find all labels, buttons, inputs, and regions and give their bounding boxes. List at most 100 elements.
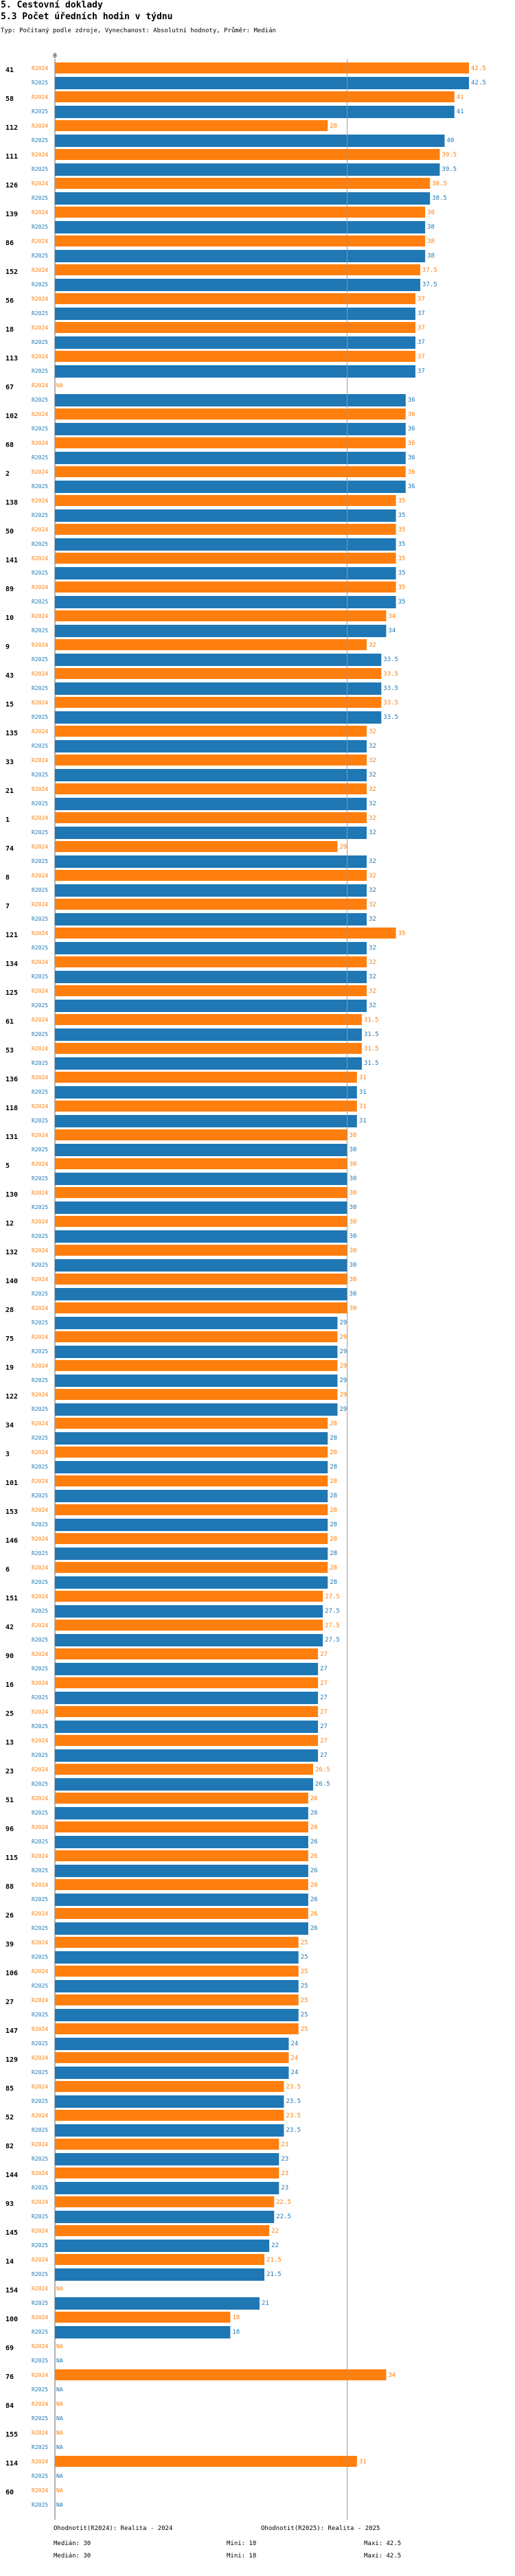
series-tag-r2024: R2024 [32,815,48,821]
bar-r2024 [55,2139,279,2150]
value-label-r2024: 32 [369,728,376,735]
value-label-r2025: 29 [339,1348,347,1355]
bar-r2024 [55,1994,299,2005]
category-label: 147 [5,2027,18,2035]
value-label-r2025: 27 [320,1666,328,1672]
value-label-r2025: 37.5 [422,281,437,288]
value-label-r2024: 32 [369,642,376,649]
series-tag-r2025: R2025 [32,1493,48,1499]
bar-r2025 [55,711,382,724]
value-label-r2025: 33.5 [383,714,398,721]
bar-r2024 [55,1245,347,1256]
value-label-r2024: 28 [330,1536,337,1543]
value-label-r2025: 29 [339,1406,347,1413]
bar-r2024 [55,1764,313,1775]
bar-r2024 [55,1706,319,1717]
category-label: 131 [5,1134,18,1141]
category-label: 33 [5,759,14,766]
bar-r2025 [55,1317,338,1329]
series-tag-r2024: R2024 [32,1911,48,1917]
series-tag-r2025: R2025 [32,195,48,201]
bar-r2024 [55,1187,347,1198]
series-tag-r2024: R2024 [32,1594,48,1600]
series-tag-r2024: R2024 [32,728,48,735]
bar-r2025 [55,1836,308,1848]
series-tag-r2024: R2024 [32,382,48,389]
series-tag-r2025: R2025 [32,2156,48,2162]
value-label-r2025: 32 [369,858,376,865]
series-tag-r2024: R2024 [32,2430,48,2436]
bar-r2024 [55,264,421,275]
series-tag-r2025: R2025 [32,541,48,547]
value-label-r2024: 31.5 [364,1017,379,1024]
series-tag-r2024: R2024 [32,671,48,677]
bar-r2025 [55,913,367,925]
bar-r2024 [55,178,431,189]
value-label-r2024: 26 [310,1853,318,1860]
bar-r2024 [55,1677,319,1688]
bar-r2025 [55,2009,299,2021]
bar-r2025 [55,1086,357,1099]
bar-r2024 [55,726,367,737]
category-label: 144 [5,2172,18,2179]
value-label-r2025: 33.5 [383,656,398,663]
series-tag-r2024: R2024 [32,1103,48,1109]
series-tag-r2024: R2024 [32,267,48,273]
category-label: 34 [5,1422,14,1429]
category-label: 112 [5,124,18,132]
series-tag-r2025: R2025 [32,1464,48,1470]
series-tag-r2024: R2024 [32,1795,48,1802]
value-label-r2025: 32 [369,801,376,807]
category-label: 122 [5,1393,18,1401]
category-label: 15 [5,701,14,709]
bar-r2024 [55,956,367,967]
bar-r2025 [55,740,367,752]
value-label-r2025: 26 [310,1925,318,1932]
series-tag-r2025: R2025 [32,1031,48,1037]
category-label: 28 [5,1307,14,1314]
category-label: 10 [5,614,14,622]
value-label-r2025: 21 [262,2300,269,2307]
series-tag-r2024: R2024 [32,584,48,590]
series-tag-r2025: R2025 [32,80,48,86]
series-tag-r2024: R2024 [32,1882,48,1888]
bar-r2024 [55,610,387,621]
series-tag-r2025: R2025 [32,1550,48,1556]
bar-r2024 [55,841,338,852]
bar-r2024 [55,1389,338,1400]
bar-r2025 [55,2268,265,2281]
value-label-r2024: 25 [301,1968,308,1975]
bar-r2025 [55,538,396,551]
bar-r2024 [55,1620,323,1631]
series-tag-r2025: R2025 [32,426,48,432]
series-tag-r2024: R2024 [32,527,48,533]
value-label-r2025: 25 [301,1983,308,1990]
value-label-r2025: 24 [291,2069,299,2076]
series-tag-r2024: R2024 [32,1190,48,1196]
category-label: 53 [5,1047,14,1055]
value-label-r2025: 36 [408,455,415,461]
bar-r2024 [55,322,415,333]
series-tag-r2025: R2025 [32,1896,48,1902]
series-tag-r2025: R2025 [32,2415,48,2422]
category-label: 118 [5,1105,18,1112]
bar-r2025 [55,1922,308,1935]
value-label-r2025: 38 [427,253,435,260]
value-label-r2024: 30 [350,1305,357,1312]
category-label: 93 [5,2200,14,2208]
value-label-r2025: 30 [350,1291,357,1298]
bar-r2024 [55,62,469,73]
bar-r2025 [55,1346,338,1358]
category-label: 6 [5,1566,10,1574]
bar-r2024 [55,1360,338,1371]
series-tag-r2025: R2025 [32,1175,48,1182]
series-tag-r2024: R2024 [32,901,48,908]
bar-r2025 [55,1461,328,1473]
bar-r2025 [55,1605,323,1618]
bar-r2024 [55,1735,319,1746]
series-tag-r2024: R2024 [32,1651,48,1657]
value-label-r2025: 41 [457,108,464,115]
category-label: 41 [5,67,14,74]
category-label: 58 [5,95,14,103]
value-label-r2025: 36 [408,483,415,490]
